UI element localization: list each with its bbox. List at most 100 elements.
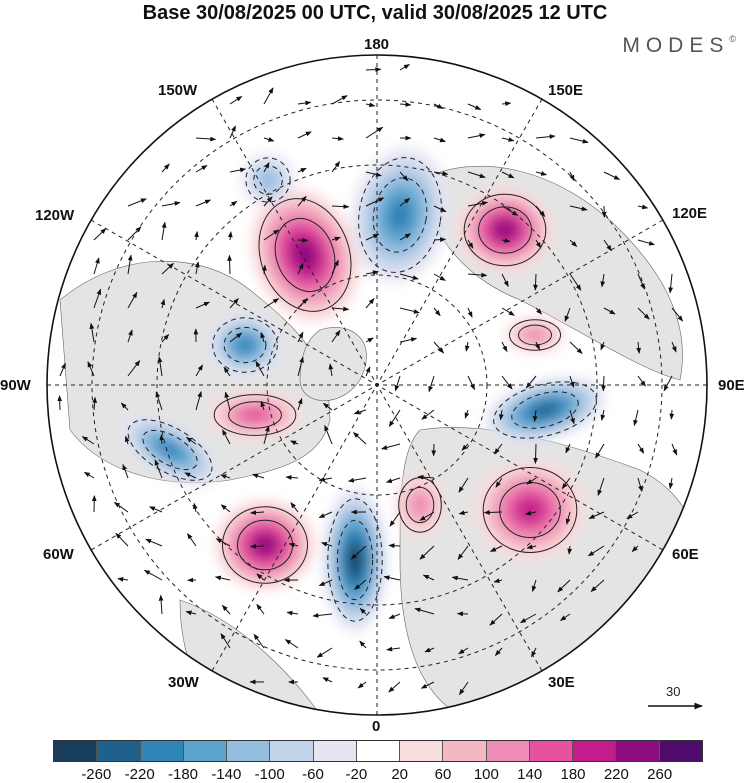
- wind-arrow: [331, 329, 341, 343]
- wind-arrow: [669, 409, 675, 420]
- wind-arrow: [331, 95, 348, 105]
- wind-arrow: [115, 532, 129, 547]
- wind-arrow: [81, 436, 95, 445]
- wind-arrow: [531, 647, 537, 658]
- colorbar-tick: 20: [391, 766, 408, 783]
- wind-arrow: [388, 409, 401, 428]
- wind-arrow: [533, 273, 538, 291]
- wind-arrow: [194, 231, 199, 241]
- wind-arrow: [145, 538, 163, 547]
- contour-line: [478, 206, 532, 254]
- wind-arrow: [533, 443, 538, 464]
- wind-arrow: [194, 261, 200, 275]
- contour-line: [142, 429, 198, 471]
- wind-arrow: [388, 613, 401, 619]
- wind-arrow: [83, 471, 95, 479]
- wind-arrow: [386, 646, 401, 652]
- wind-arrow: [603, 239, 612, 252]
- wind-arrow: [365, 67, 382, 72]
- wind-arrow: [365, 233, 380, 241]
- colorbar-tick: -180: [167, 766, 199, 783]
- brand-text: MODES: [622, 34, 730, 57]
- contour-line: [463, 193, 547, 267]
- anomaly-pos-far-east: [495, 221, 515, 239]
- anomaly-pos-north-atlantic: [254, 535, 276, 555]
- colorbar-tick: -220: [124, 766, 155, 783]
- wind-arrow: [195, 301, 210, 309]
- wind-arrow: [256, 573, 265, 581]
- wind-arrow: [385, 477, 401, 483]
- wind-arrow: [637, 239, 655, 246]
- wind-arrow: [399, 63, 410, 71]
- wind-arrow: [285, 475, 299, 480]
- wind-arrow: [493, 578, 503, 584]
- wind-arrow: [365, 366, 371, 377]
- wind-arrow: [263, 87, 274, 105]
- wind-arrow: [557, 579, 571, 593]
- latitude-ring-50: [156, 164, 598, 606]
- wind-arrow: [222, 604, 231, 615]
- colorbar-swatch: [529, 741, 574, 761]
- wind-arrow: [631, 545, 639, 553]
- wind-arrow: [564, 307, 571, 322]
- contour-line: [223, 326, 267, 364]
- wind-arrow: [569, 273, 582, 291]
- wind-arrow: [458, 647, 469, 655]
- wind-arrow: [636, 341, 642, 354]
- wind-arrow: [483, 510, 503, 515]
- wind-arrow: [127, 226, 142, 241]
- wind-arrow: [229, 332, 243, 343]
- wind-arrow: [127, 329, 133, 343]
- wind-arrow: [318, 579, 333, 587]
- wind-arrow: [92, 396, 98, 411]
- map-title: Base 30/08/2025 00 UTC, valid 30/08/2025…: [142, 2, 608, 24]
- wind-arrow: [350, 545, 367, 560]
- wind-arrow: [220, 633, 231, 649]
- wind-arrow: [286, 610, 299, 616]
- wind-arrow: [671, 341, 677, 353]
- label-lon-0: 0: [372, 718, 381, 735]
- wind-arrow: [535, 205, 546, 217]
- wind-arrow: [331, 204, 350, 210]
- colorbar-swatch: [443, 741, 487, 761]
- wind-arrow: [399, 102, 412, 107]
- wind-arrow: [467, 103, 482, 110]
- wind-arrow: [494, 443, 503, 455]
- wind-arrow: [433, 205, 447, 213]
- contour-line: [327, 498, 383, 622]
- label-lon-120e: 120E: [672, 205, 708, 222]
- wind-arrow: [220, 474, 231, 479]
- label-lon-30e: 30E: [548, 674, 575, 691]
- wind-arrow: [467, 239, 474, 249]
- wind-arrow: [227, 254, 232, 275]
- wind-arrow: [229, 125, 236, 139]
- wind-arrow: [519, 613, 537, 624]
- colorbar-swatch: [270, 741, 314, 761]
- wind-arrow: [501, 171, 515, 179]
- wind-arrow: [256, 603, 265, 615]
- wind-arrow: [535, 171, 548, 176]
- wind-arrow: [422, 574, 435, 581]
- wind-arrow: [637, 307, 650, 320]
- wind-arrow: [157, 356, 163, 377]
- wind-arrow: [569, 171, 575, 182]
- wind-arrow: [158, 594, 164, 615]
- contour-line: [212, 317, 278, 373]
- wind-arrow: [214, 575, 231, 581]
- wind-arrow: [220, 504, 231, 513]
- wind-arrow: [159, 434, 165, 445]
- wind-arrow: [185, 436, 197, 445]
- contour-line: [518, 324, 552, 346]
- wind-arrow: [419, 545, 435, 560]
- wind-arrow: [526, 544, 537, 550]
- label-lon-120w: 120W: [35, 207, 75, 224]
- wind-arrow: [224, 391, 231, 411]
- wind-arrow: [565, 443, 571, 454]
- wind-arrow: [316, 647, 333, 658]
- wind-arrow: [154, 459, 163, 479]
- anomaly-pos-west-siberia: [516, 497, 544, 523]
- wind-arrow: [365, 270, 379, 275]
- wind-arrow: [421, 409, 435, 420]
- wind-arrow: [433, 341, 444, 354]
